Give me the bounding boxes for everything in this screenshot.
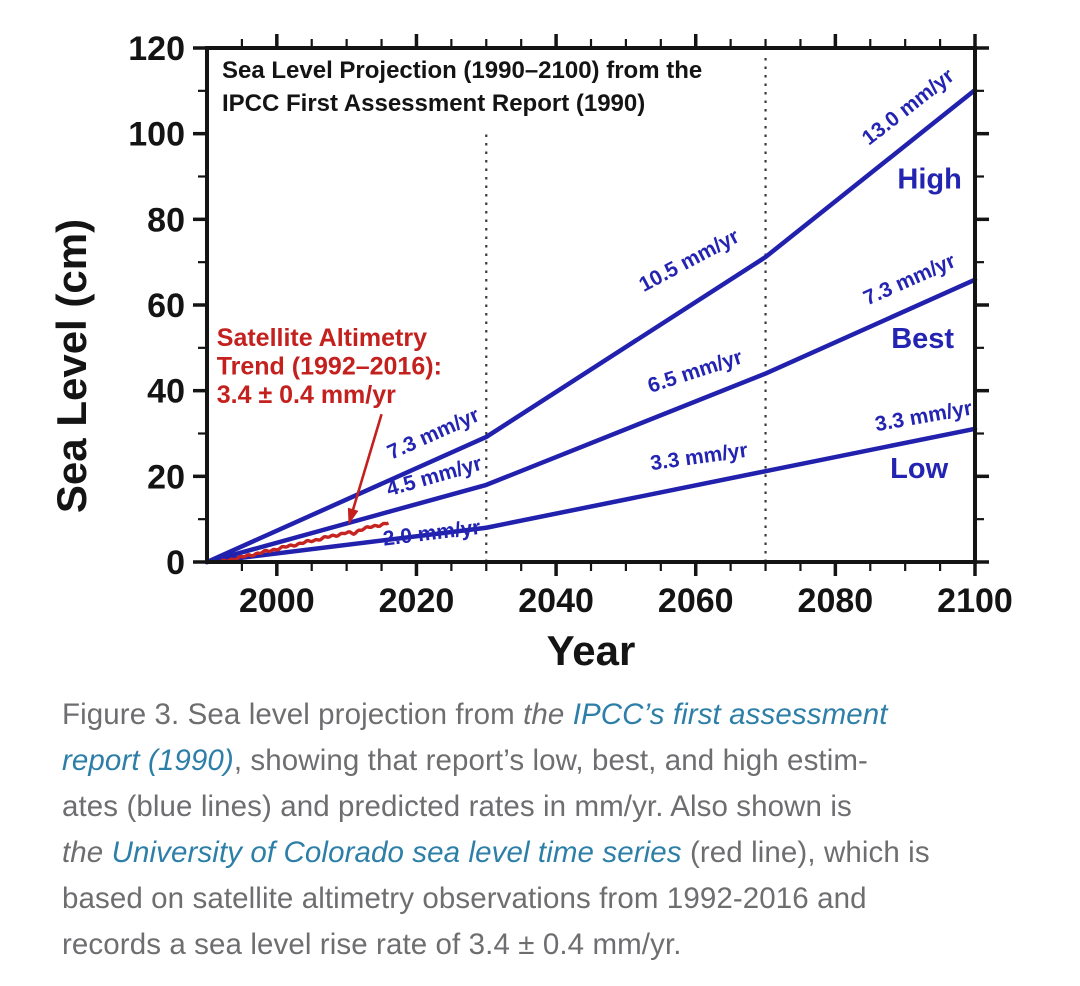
rate-label: 2.0 mm/yr [382, 516, 482, 551]
series-label-high: High [897, 164, 961, 196]
caption-line: ates (blue lines) and predicted rates in… [62, 784, 1042, 830]
annotation-arrow [348, 413, 383, 523]
caption-text: the [523, 698, 573, 731]
y-tick-label: 100 [128, 116, 185, 154]
caption-text: based on satellite altimetry observation… [62, 882, 867, 915]
rate-label: 3.3 mm/yr [649, 439, 749, 475]
y-tick-label: 0 [166, 544, 185, 582]
rate-label: 10.5 mm/yr [635, 225, 743, 297]
caption-text: records a sea level rise rate of 3.4 ± 0… [62, 928, 682, 961]
caption-text: ates (blue lines) and predicted rates in… [62, 790, 852, 823]
plot-title-line2: IPCC First Assessment Report (1990) [222, 90, 645, 117]
caption-text: the [62, 836, 112, 869]
projection-line-best [204, 277, 978, 565]
rate-label: 13.0 mm/yr [858, 64, 959, 150]
series-label-low: Low [890, 453, 948, 485]
satellite-annotation-line1: Satellite Altimetry [217, 324, 427, 352]
plot-title-line1: Sea Level Projection (1990–2100) from th… [222, 57, 702, 84]
caption-line: the University of Colorado sea level tim… [62, 830, 1042, 876]
y-tick-label: 20 [147, 458, 185, 496]
series-label-best: Best [891, 323, 954, 355]
y-tick-label: 120 [128, 30, 185, 68]
satellite-annotation-line3: 3.4 ± 0.4 mm/yr [217, 381, 396, 409]
x-tick-label: 2080 [798, 582, 874, 620]
projection-line-high [204, 87, 978, 565]
annotation-arrowhead [347, 507, 359, 525]
x-tick-label: 2000 [239, 582, 315, 620]
satellite-annotation-line2: Trend (1992–2016): [217, 352, 442, 380]
projection-line-low [204, 426, 978, 565]
plot-border [205, 46, 977, 564]
caption-link[interactable]: University of Colorado sea level time se… [111, 836, 682, 869]
x-axis-title: Year [547, 627, 636, 674]
caption-line: records a sea level rise rate of 3.4 ± 0… [62, 922, 1042, 968]
caption-text: Figure 3. Sea level projection from [62, 698, 524, 731]
caption-line: report (1990), showing that report’s low… [62, 738, 1042, 784]
satellite-altimetry-line [219, 521, 390, 563]
x-tick-label: 2100 [937, 582, 1013, 620]
caption-link[interactable]: report (1990) [62, 744, 234, 777]
caption-text: , showing that report’s low, best, and h… [233, 744, 868, 777]
y-tick-label: 40 [147, 373, 185, 411]
figure-caption: Figure 3. Sea level projection from the … [62, 692, 1042, 968]
y-tick-label: 60 [147, 287, 185, 325]
rate-label: 7.3 mm/yr [860, 249, 959, 310]
caption-text: (red line), which is [681, 836, 930, 869]
sea-level-projection-chart: 2000 2020 2040 2060 2080 2100020406080100120Y… [48, 30, 1013, 674]
caption-link[interactable]: IPCC’s first assessment [572, 698, 888, 731]
y-tick-label: 80 [147, 201, 185, 239]
x-tick-label: 2040 [518, 582, 594, 620]
x-tick-label: 2020 [379, 582, 455, 620]
y-axis-title: Sea Level (cm) [48, 219, 95, 513]
caption-line: based on satellite altimetry observation… [62, 876, 1042, 922]
x-tick-label: 2060 [658, 582, 734, 620]
caption-line: Figure 3. Sea level projection from the … [62, 692, 1042, 738]
